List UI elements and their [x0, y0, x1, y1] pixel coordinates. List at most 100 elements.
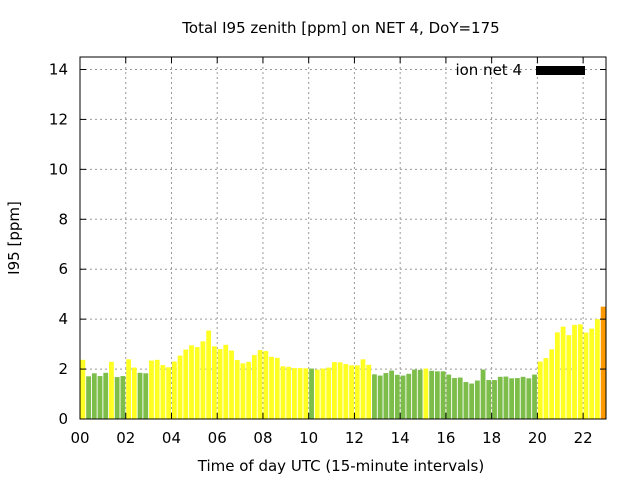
bar-37 — [292, 368, 297, 419]
bar-65 — [452, 378, 457, 419]
bar-69 — [474, 380, 480, 419]
y-tick-label-1: 2 — [58, 360, 68, 378]
bar-10 — [137, 372, 143, 419]
bar-62 — [434, 371, 440, 419]
x-tick-label-6: 12 — [345, 429, 364, 447]
bar-15 — [166, 367, 172, 419]
bar-31 — [257, 350, 263, 419]
legend: ion net 4 — [455, 61, 585, 79]
bar-91 — [600, 306, 606, 419]
bar-48 — [354, 365, 360, 419]
bar-35 — [280, 366, 286, 419]
bar-30 — [251, 355, 257, 419]
bar-19 — [189, 345, 194, 419]
y-tick-label-2: 4 — [58, 310, 68, 328]
y-tick-label-7: 14 — [49, 60, 68, 78]
bar-6 — [114, 377, 120, 419]
bar-20 — [194, 347, 200, 419]
bar-24 — [217, 349, 223, 419]
bar-78 — [526, 378, 532, 419]
bar-3 — [97, 376, 103, 419]
bar-68 — [469, 383, 475, 419]
bar-2 — [91, 373, 97, 419]
bar-64 — [446, 374, 452, 419]
x-tick-label-9: 18 — [482, 429, 501, 447]
bar-42 — [320, 368, 326, 419]
legend-swatch — [536, 66, 585, 75]
plot-frame — [79, 56, 607, 420]
bar-45 — [337, 362, 343, 419]
bar-36 — [286, 366, 292, 419]
bar-12 — [149, 360, 154, 419]
legend-label: ion net 4 — [455, 61, 522, 79]
bar-14 — [160, 365, 166, 419]
bar-83 — [555, 332, 560, 419]
bar-44 — [332, 362, 337, 419]
x-tick-label-10: 20 — [528, 429, 547, 447]
bar-59 — [417, 369, 423, 419]
y-tick-label-5: 10 — [49, 160, 68, 178]
grid — [80, 57, 606, 419]
bar-66 — [457, 377, 463, 419]
bar-21 — [200, 341, 206, 419]
bar-40 — [309, 368, 314, 419]
bar-74 — [503, 376, 509, 419]
bar-22 — [206, 330, 212, 419]
bar-43 — [326, 367, 332, 419]
bar-13 — [154, 359, 160, 419]
bar-1 — [86, 376, 91, 419]
bar-61 — [429, 370, 435, 419]
bar-28 — [240, 363, 246, 419]
x-tick-label-1: 02 — [116, 429, 135, 447]
bar-34 — [274, 357, 280, 419]
bar-4 — [103, 372, 109, 419]
bar-70 — [480, 369, 486, 419]
bar-77 — [520, 376, 526, 419]
bar-67 — [463, 382, 469, 419]
bar-51 — [372, 374, 377, 419]
bar-47 — [349, 365, 354, 419]
bar-73 — [497, 376, 503, 419]
bar-81 — [543, 358, 549, 419]
bar-5 — [109, 361, 114, 419]
bar-55 — [394, 374, 400, 419]
bar-53 — [383, 373, 389, 419]
bar-39 — [303, 368, 309, 419]
bars — [80, 306, 606, 419]
bar-60 — [423, 368, 429, 419]
bar-79 — [532, 374, 537, 419]
bar-16 — [171, 361, 177, 419]
y-tick-label-6: 12 — [49, 110, 68, 128]
x-tick-label-8: 16 — [436, 429, 455, 447]
bar-7 — [120, 376, 126, 419]
bar-52 — [377, 375, 383, 419]
bar-76 — [514, 378, 520, 419]
bar-84 — [560, 326, 566, 419]
bar-26 — [229, 350, 234, 419]
bar-75 — [509, 378, 515, 419]
x-tick-label-0: 00 — [70, 429, 89, 447]
bar-23 — [211, 346, 217, 419]
bar-18 — [183, 349, 189, 419]
bar-8 — [126, 359, 131, 419]
chart-title: Total I95 zenith [ppm] on NET 4, DoY=175 — [181, 19, 499, 37]
bar-27 — [234, 360, 240, 419]
y-tick-label-4: 8 — [58, 210, 68, 228]
bar-58 — [412, 369, 417, 419]
bar-32 — [263, 351, 269, 419]
x-tick-label-11: 22 — [574, 429, 593, 447]
bar-17 — [177, 355, 183, 419]
bar-29 — [246, 361, 252, 419]
bar-71 — [486, 380, 492, 419]
x-tick-label-7: 14 — [391, 429, 410, 447]
x-tick-label-3: 06 — [208, 429, 227, 447]
bar-11 — [143, 373, 149, 419]
y-axis-label: I95 [ppm] — [5, 201, 23, 275]
bar-88 — [583, 332, 589, 419]
bar-9 — [131, 367, 137, 419]
bar-38 — [297, 368, 303, 419]
bar-33 — [269, 356, 274, 419]
x-tick-label-4: 08 — [253, 429, 272, 447]
bar-0 — [80, 359, 86, 419]
